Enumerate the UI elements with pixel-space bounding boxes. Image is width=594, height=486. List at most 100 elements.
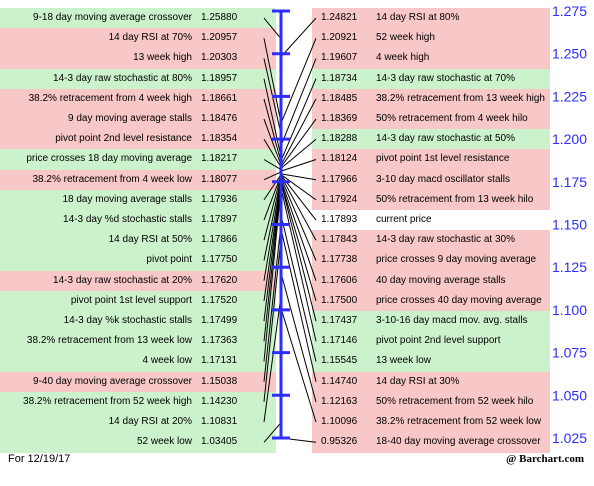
left-level-row: 14 day RSI at 50% 1.17866 [0, 230, 276, 251]
left-level-value: 1.17866 [201, 234, 238, 246]
axis-tick-label: 1.275 [552, 3, 587, 19]
right-level-label: 14 day RSI at 80% [376, 12, 460, 23]
left-level-label: 14 day RSI at 20% [108, 416, 192, 427]
left-level-value: 1.17620 [201, 274, 238, 286]
right-connector-line [280, 181, 317, 302]
right-level-value: 1.17500 [321, 294, 358, 306]
right-level-value: 1.18369 [321, 113, 358, 124]
left-level-label: 14 day RSI at 50% [108, 234, 192, 246]
right-level-label: 38.2% retracement from 52 week low [376, 416, 542, 427]
left-connector-line [263, 118, 282, 166]
right-level-label: current price [376, 214, 432, 225]
right-connector-line [280, 98, 317, 166]
right-level-row: price crosses 9 day moving average 1.1773… [312, 250, 550, 272]
left-level-value: 1.17363 [201, 335, 238, 347]
left-level-row: pivot point 1.17750 [0, 250, 276, 272]
left-level-label: 38.2% retracement from 52 week high [23, 395, 192, 407]
left-level-row: 9-18 day moving average crossover 1.25880 [0, 8, 276, 29]
left-level-value: 1.25880 [201, 12, 238, 23]
right-level-label: 38.2% retracement from 13 week high [376, 92, 545, 104]
left-level-label: 38.2% retracement from 13 week low [26, 335, 192, 347]
left-level-value: 1.18661 [201, 92, 238, 104]
left-level-row: 14-3 day %d stochastic stalls 1.17897 [0, 210, 276, 231]
right-level-row: 38.2% retracement from 13 week high 1.184… [312, 88, 550, 110]
right-level-label: price crosses 9 day moving average [376, 254, 537, 266]
left-level-row: 38.2% retracement from 4 week high 1.1866… [0, 88, 276, 110]
left-connector-line [263, 184, 282, 342]
right-level-value: 0.95326 [321, 436, 358, 448]
left-level-value: 1.03405 [201, 436, 238, 448]
right-level-label: 3-10 day macd oscillator stalls [376, 173, 510, 185]
left-level-value: 1.18077 [201, 173, 238, 185]
right-level-label: price crosses 40 day moving average [376, 294, 542, 306]
left-level-value: 1.18354 [201, 133, 238, 145]
left-level-label: 14-3 day raw stochastic at 20% [53, 274, 192, 286]
left-connector-line [263, 159, 282, 170]
right-level-row: 3-10-16 day macd mov. avg. stalls 1.17437 [312, 311, 550, 332]
right-level-row: pivot point 1st level resistance 1.18124 [312, 149, 550, 171]
right-level-label: pivot point 1st level resistance [376, 153, 510, 165]
right-level-value: 1.17924 [321, 193, 358, 205]
right-connector-line [280, 182, 317, 322]
right-level-row: 14-3 day raw stochastic at 70% 1.18734 [312, 68, 550, 90]
right-level-label: 14-3 day raw stochastic at 50% [376, 133, 515, 145]
left-level-label: 18 day moving average stalls [62, 193, 192, 205]
right-level-value: 1.17893 [321, 214, 358, 225]
right-level-value: 1.18288 [321, 133, 358, 145]
right-level-label: 3-10-16 day macd mov. avg. stalls [376, 315, 528, 326]
left-connector-line [263, 422, 282, 443]
right-level-row: 38.2% retracement from 52 week low 1.1009… [312, 412, 550, 433]
left-level-row: 38.2% retracement from 4 week low 1.18077 [0, 169, 276, 191]
left-level-row: 18 day moving average stalls 1.17936 [0, 189, 276, 211]
left-connector-line [263, 78, 282, 158]
left-level-value: 1.18217 [201, 153, 238, 165]
right-connector-line [280, 228, 317, 382]
left-level-label: pivot point 1st level support [70, 294, 192, 306]
left-connector-line [263, 38, 282, 123]
right-level-value: 1.17606 [321, 274, 358, 286]
left-level-value: 1.17499 [201, 315, 238, 326]
right-level-row: 50% retracement from 52 week hilo 1.12163 [312, 391, 550, 413]
right-level-value: 1.10096 [321, 416, 358, 427]
right-connector-line [280, 272, 317, 403]
right-level-value: 1.12163 [321, 395, 358, 407]
left-connector-line [263, 139, 282, 168]
left-level-row: 9-40 day moving average crossover 1.15038 [0, 371, 276, 393]
left-connector-line [263, 237, 282, 402]
left-level-value: 1.18476 [201, 113, 238, 124]
right-level-row: 50% retracement from 13 week hilo 1.17924 [312, 189, 550, 211]
left-level-label: 52 week low [136, 436, 192, 448]
left-connector-line [263, 98, 282, 163]
right-level-value: 1.17966 [321, 173, 358, 185]
right-level-row: 3-10 day macd oscillator stalls 1.17966 [312, 169, 550, 191]
left-connector-line [263, 17, 282, 39]
left-level-row: price crosses 18 day moving average 1.182… [0, 149, 276, 171]
axis-tick-label: 1.250 [552, 46, 587, 62]
right-level-label: 13 week low [376, 355, 432, 367]
right-level-label: 14 day RSI at 30% [376, 375, 460, 387]
axis-tick-label: 1.125 [552, 259, 587, 275]
axis-tick-label: 1.100 [552, 302, 587, 318]
left-level-label: 9-40 day moving average crossover [33, 375, 192, 387]
left-level-label: 14-3 day %k stochastic stalls [63, 315, 192, 326]
right-level-value: 1.14740 [321, 375, 358, 387]
right-connector-line [280, 179, 317, 281]
left-level-label: pivot point [146, 254, 192, 266]
axis-tick-label: 1.150 [552, 217, 587, 233]
left-level-row: pivot point 2nd level resistance 1.18354 [0, 129, 276, 150]
right-level-value: 1.18485 [321, 92, 358, 104]
right-connector-line [280, 38, 317, 124]
right-connector-line [280, 308, 317, 423]
axis-tick-label: 1.025 [552, 430, 587, 446]
left-connector-line [263, 188, 282, 362]
left-level-label: price crosses 18 day moving average [26, 153, 192, 165]
right-level-value: 1.15545 [321, 355, 358, 367]
right-connector-line [280, 177, 317, 261]
left-level-label: 9 day moving average stalls [68, 113, 192, 124]
right-level-row: 13 week low 1.15545 [312, 351, 550, 373]
left-connector-line [263, 171, 282, 181]
right-level-label: 50% retracement from 4 week hilo [376, 113, 528, 124]
left-level-row: 38.2% retracement from 52 week high 1.142… [0, 391, 276, 413]
